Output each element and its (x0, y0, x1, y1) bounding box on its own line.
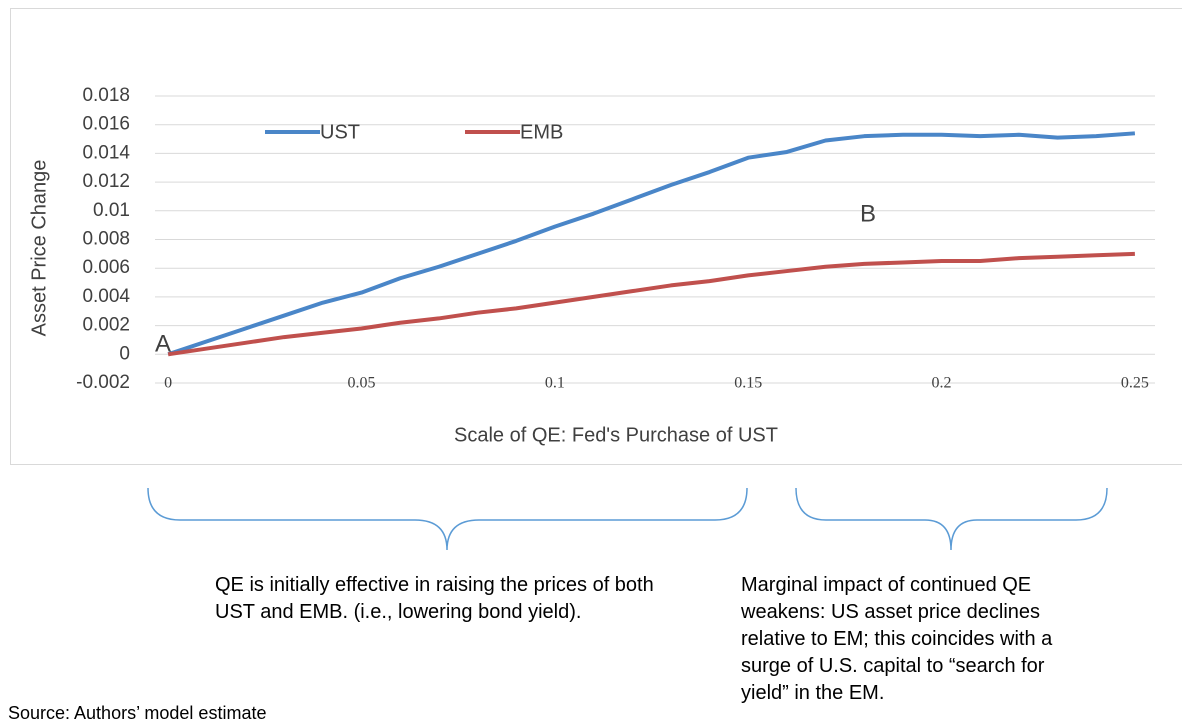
y-tick-label: 0.012 (82, 171, 130, 192)
y-tick-label: 0.006 (82, 257, 130, 278)
brace (147, 487, 748, 551)
y-tick-label: 0.002 (82, 315, 130, 336)
legend-label: UST (320, 121, 360, 143)
chart-frame (10, 8, 1182, 465)
y-tick-label: 0 (119, 343, 130, 364)
y-tick-label: 0.008 (82, 229, 130, 250)
x-tick-label: 0.1 (545, 375, 565, 392)
y-tick-label: 0.018 (82, 85, 130, 106)
annotation: Marginal impact of continued QE weakens:… (741, 574, 1053, 704)
y-tick-label: -0.002 (76, 372, 130, 393)
legend-label: EMB (520, 121, 563, 143)
source-note: Source: Authors’ model estimate (8, 703, 267, 719)
x-tick-label: 0 (164, 375, 172, 392)
line-series (167, 131, 1136, 357)
x-tick-label: 0.2 (932, 375, 952, 392)
x-tick-label: 0.25 (1121, 375, 1149, 392)
brace (795, 487, 1108, 551)
x-tick-label: 0.15 (734, 375, 762, 392)
y-axis-title: Asset Price Change (28, 160, 50, 337)
x-axis-title: Scale of QE: Fed's Purchase of UST (454, 424, 778, 446)
x-tick-label: 0.05 (347, 375, 375, 392)
y-tick-label: 0.01 (93, 200, 130, 221)
y-tick-label: 0.004 (82, 286, 130, 307)
annotation: QE is initially effective in raising the… (215, 574, 654, 623)
line-series (167, 251, 1135, 357)
annotation: A (155, 330, 171, 357)
annotation: B (860, 200, 876, 227)
y-tick-label: 0.014 (82, 142, 130, 163)
y-tick-label: 0.016 (82, 114, 130, 135)
